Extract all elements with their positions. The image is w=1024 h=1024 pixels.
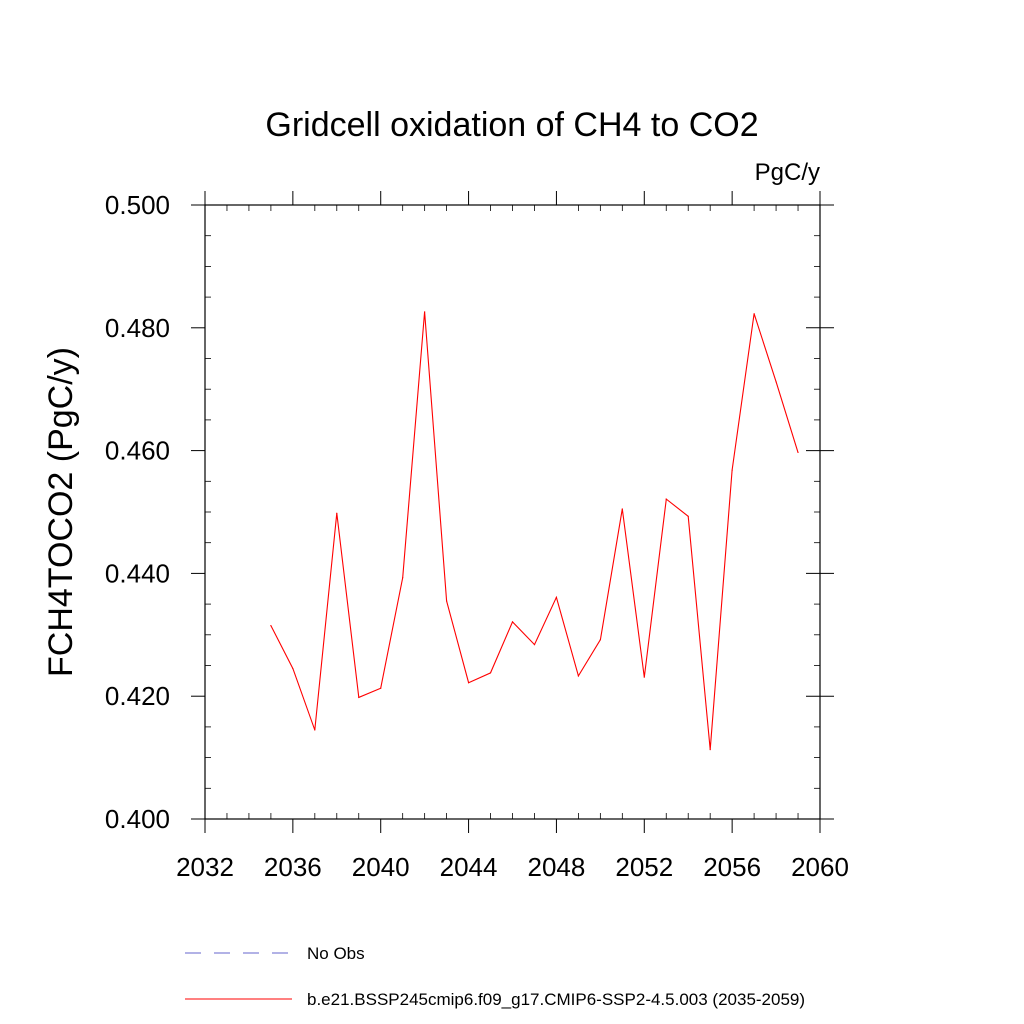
data-point — [336, 512, 338, 514]
plot-frame — [204, 204, 821, 820]
y-tick-label: 0.480 — [105, 313, 170, 343]
data-point — [489, 672, 492, 674]
x-tick-label: 2032 — [176, 852, 234, 882]
data-point — [292, 667, 294, 670]
data-point — [775, 381, 777, 383]
x-tick-label: 2052 — [615, 852, 673, 882]
data-point — [380, 687, 382, 689]
data-point — [446, 600, 448, 602]
data-point — [511, 621, 514, 623]
data-point — [797, 451, 799, 454]
data-point — [709, 749, 711, 751]
data-point — [753, 313, 755, 315]
x-tick-label: 2060 — [791, 852, 849, 882]
y-tick-label: 0.420 — [105, 681, 170, 711]
data-point — [555, 596, 558, 598]
data-point — [402, 577, 404, 579]
y-axis-label: FCH4TOCO2 (PgC/y) — [42, 347, 80, 677]
data-point — [314, 729, 316, 731]
legend-label: b.e21.BSSP245cmip6.f09_g17.CMIP6-SSP2-4.… — [307, 990, 805, 1009]
chart-title: Gridcell oxidation of CH4 to CO2 — [265, 106, 758, 144]
data-point — [643, 676, 645, 678]
data-point — [533, 644, 536, 646]
axis-ticks — [191, 191, 834, 833]
y-tick-label: 0.500 — [105, 190, 170, 220]
data-point — [621, 508, 623, 510]
x-tick-label: 2036 — [264, 852, 322, 882]
y-tick-label: 0.400 — [105, 804, 170, 834]
data-point — [665, 498, 667, 500]
y-tick-label: 0.460 — [105, 436, 170, 466]
data-point — [731, 469, 733, 471]
data-point — [599, 639, 601, 641]
x-tick-label: 2040 — [352, 852, 410, 882]
data-point — [358, 696, 360, 699]
x-tick-label: 2048 — [528, 852, 586, 882]
data-point — [687, 515, 689, 517]
data-point — [424, 311, 426, 313]
data-point — [270, 624, 272, 627]
x-tick-label: 2044 — [440, 852, 498, 882]
legend: No Obs b.e21.BSSP245cmip6.f09_g17.CMIP6-S… — [185, 944, 805, 1009]
data-point — [577, 675, 579, 677]
y-tick-label: 0.440 — [105, 558, 170, 588]
series-group — [270, 311, 799, 751]
data-point — [467, 682, 470, 684]
axis-tick-labels: 2032 2036 2040 2044 2048 2052 2056 2060 0.400 0.4… — [105, 190, 849, 882]
units-label: PgC/y — [755, 159, 820, 186]
legend-label: No Obs — [307, 944, 365, 963]
x-tick-label: 2056 — [703, 852, 761, 882]
series-line — [270, 311, 799, 750]
